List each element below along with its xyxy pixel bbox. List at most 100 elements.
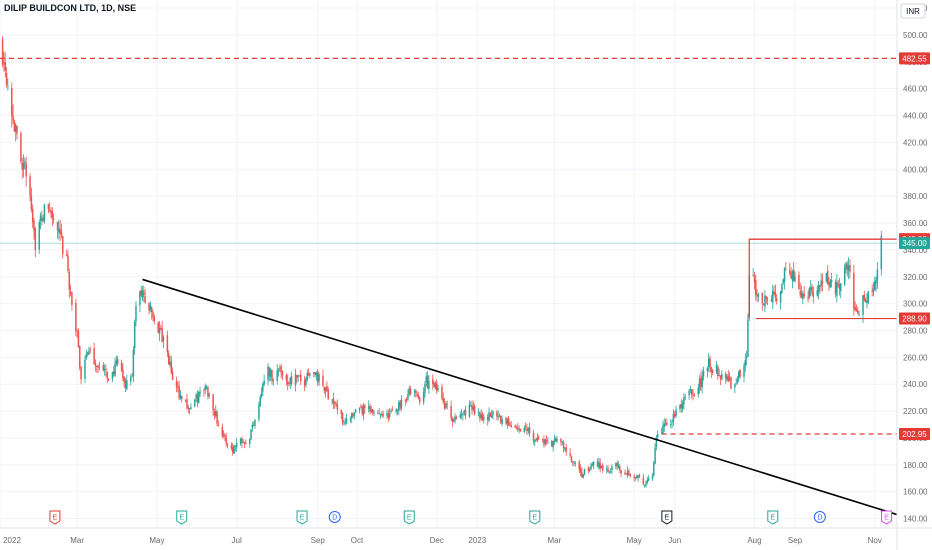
candle-body	[775, 298, 778, 302]
candle-body	[863, 294, 866, 301]
event-marker-dividend[interactable]: D	[813, 511, 826, 523]
event-marker-earnings-beat[interactable]: E	[767, 510, 779, 525]
candle-body	[435, 382, 438, 391]
candle-body	[756, 294, 758, 297]
candle-body	[681, 403, 684, 409]
event-letter: E	[179, 515, 184, 522]
event-marker-dividend[interactable]: D	[328, 511, 341, 523]
candle-body	[409, 389, 412, 395]
candle-body	[866, 301, 868, 304]
candle-body	[3, 62, 5, 64]
candle-body	[526, 429, 528, 431]
candle-body	[666, 422, 668, 426]
candle-body	[629, 473, 632, 477]
candle-body	[828, 281, 830, 286]
candle-body	[213, 411, 216, 416]
candle-body	[190, 407, 192, 409]
time-axis[interactable]: 2022 Mar May Jul Sep Oct Dec 2023 Mar May Jun Aug Se…	[3, 536, 882, 545]
candle-body	[541, 439, 544, 440]
event-marker-earnings[interactable]: E	[881, 510, 893, 525]
candle-body	[169, 361, 171, 365]
candle-body	[721, 374, 723, 380]
x-tick-label: Mar	[548, 536, 562, 545]
candle-body	[500, 416, 502, 423]
candle-body	[608, 471, 611, 473]
candle-body	[89, 349, 91, 350]
candle-body	[587, 468, 590, 471]
candle-body	[554, 438, 557, 442]
candle-body	[837, 283, 839, 286]
candle-body	[340, 410, 343, 414]
candle-body	[369, 405, 371, 412]
event-letter: E	[884, 515, 889, 522]
candle-body	[157, 322, 159, 333]
candle-body	[286, 381, 289, 385]
event-marker-earnings-miss[interactable]: E	[49, 510, 61, 525]
candle-body	[408, 388, 411, 394]
candle-body	[177, 386, 179, 387]
candle-body	[634, 477, 637, 479]
candle-body	[781, 284, 783, 293]
event-marker-earnings-beat[interactable]: E	[296, 510, 308, 525]
candle-body	[272, 380, 275, 382]
y-tick-label: 440.00	[903, 112, 928, 121]
candle-body	[39, 215, 42, 221]
candle-body	[574, 462, 577, 464]
candle-body	[826, 270, 829, 284]
candle-body	[343, 422, 345, 424]
candle-body	[405, 398, 408, 401]
candle-body	[212, 394, 214, 411]
candle-body	[166, 335, 169, 353]
event-marker-earnings-beat[interactable]: E	[176, 510, 188, 525]
candle-body	[671, 421, 673, 423]
x-tick-label: Mar	[70, 536, 84, 545]
candle-body	[537, 437, 540, 439]
candle-body	[739, 369, 741, 377]
y-tick-label: 220.00	[903, 407, 928, 416]
candle-body	[198, 392, 200, 403]
candle-body	[122, 369, 124, 378]
candle-body	[637, 475, 639, 478]
candle-body	[103, 368, 106, 370]
event-marker-earnings-beat[interactable]: E	[403, 510, 415, 525]
candle-body	[80, 366, 82, 380]
candle-body	[698, 379, 701, 390]
candle-body	[477, 412, 480, 413]
candle-body	[646, 480, 649, 484]
candle-body	[388, 413, 391, 417]
event-letter: E	[300, 515, 305, 522]
candle-body	[69, 291, 72, 294]
candle-body	[298, 375, 301, 377]
candle-body	[468, 405, 471, 417]
candle-body	[862, 295, 864, 316]
candle-body	[106, 371, 108, 379]
candle-body	[362, 405, 365, 415]
event-letter: E	[532, 515, 537, 522]
earnings-icon	[49, 510, 61, 525]
candle-body	[4, 61, 6, 71]
candle-body	[496, 411, 498, 417]
candle-body	[199, 391, 201, 393]
candle-body	[724, 373, 727, 379]
candle-body	[252, 425, 255, 426]
candle-body	[107, 378, 110, 381]
event-marker-earnings-beat[interactable]: E	[529, 510, 541, 525]
candle-body	[262, 384, 264, 392]
currency-box[interactable]	[900, 3, 926, 19]
x-tick-label: 2023	[468, 536, 486, 545]
event-marker-earnings[interactable]: E	[661, 510, 673, 525]
candle-body	[633, 476, 635, 478]
candle-body	[518, 428, 520, 430]
candle-body	[141, 290, 144, 298]
candle-body	[75, 302, 77, 331]
y-tick-label: 140.00	[903, 515, 928, 524]
candle-body	[140, 290, 142, 296]
x-tick-label: Dec	[430, 536, 444, 545]
candle-body	[505, 417, 507, 424]
candle-body	[126, 380, 128, 389]
candle-body	[379, 414, 382, 416]
price-tag	[899, 52, 930, 65]
